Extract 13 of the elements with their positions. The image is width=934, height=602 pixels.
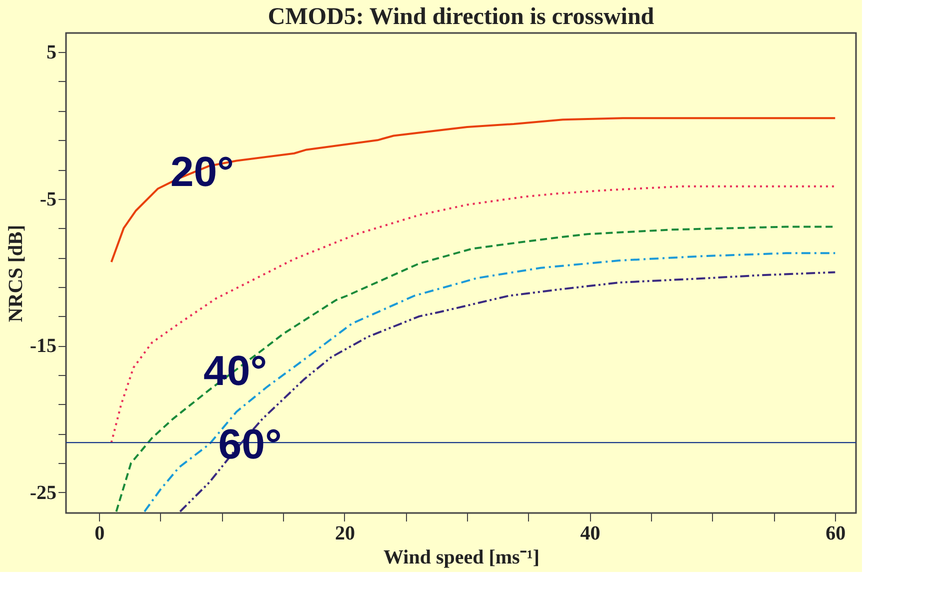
chart-title: CMOD5: Wind direction is crosswind: [268, 4, 655, 30]
x-tick-label: 0: [94, 522, 105, 544]
annotation: 40°: [204, 347, 268, 394]
y-tick-label: -25: [30, 482, 56, 504]
y-tick-label: -5: [40, 188, 56, 210]
x-axis-title: Wind speed [ms⁻¹]: [384, 546, 540, 568]
x-tick-label: 20: [334, 522, 355, 544]
line-series: [110, 117, 836, 263]
y-tick-label: 5: [46, 42, 56, 64]
x-tick-label: 60: [826, 522, 846, 544]
y-axis-title: NRCS [dB]: [4, 224, 27, 322]
y-tick-label: -15: [30, 335, 56, 358]
x-tick-label: 40: [580, 522, 600, 544]
